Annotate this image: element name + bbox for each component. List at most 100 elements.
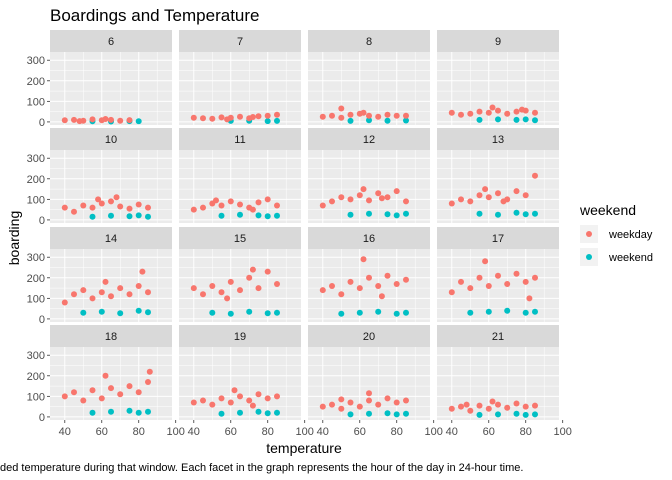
data-point-weekend xyxy=(513,209,520,216)
data-point-weekday xyxy=(384,111,391,118)
data-point-weekend xyxy=(495,116,501,123)
facet-plot-area xyxy=(308,249,430,322)
y-tick-label: 300 xyxy=(27,252,45,264)
facet-plot-area xyxy=(437,150,559,223)
data-point-weekday xyxy=(209,401,216,408)
data-point-weekday xyxy=(246,397,253,404)
x-tick-label: 60 xyxy=(354,426,366,438)
data-point-weekend xyxy=(495,411,501,418)
y-tick-label: 0 xyxy=(39,314,45,326)
data-point-weekday xyxy=(218,202,225,209)
data-point-weekend xyxy=(274,117,280,124)
data-point-weekend xyxy=(264,213,271,220)
facet-label: 9 xyxy=(495,36,501,48)
data-point-weekday xyxy=(264,196,271,203)
data-point-weekday xyxy=(448,405,455,412)
data-point-weekday xyxy=(513,188,520,195)
data-point-weekend xyxy=(255,212,262,219)
data-point-weekday xyxy=(384,395,391,402)
facet-label: 14 xyxy=(105,233,117,245)
data-point-weekday xyxy=(458,111,464,118)
facet-label: 12 xyxy=(363,134,375,146)
facet-plot-area xyxy=(179,52,301,125)
data-point-weekday xyxy=(255,285,262,292)
facet-panel-21: 21 xyxy=(437,325,564,420)
data-point-weekday xyxy=(403,397,409,404)
data-point-weekday xyxy=(117,391,124,398)
data-point-weekend xyxy=(522,309,529,316)
data-point-weekend xyxy=(366,210,372,217)
y-tick-label: 100 xyxy=(27,194,45,206)
data-point-weekday xyxy=(356,285,363,292)
data-point-weekday xyxy=(458,403,464,410)
data-point-weekday xyxy=(76,118,83,125)
data-point-weekday xyxy=(356,192,363,199)
data-point-weekday xyxy=(356,403,363,410)
data-point-weekday xyxy=(190,114,197,121)
data-point-weekday xyxy=(237,287,243,294)
data-point-weekend xyxy=(264,118,271,125)
data-point-weekend xyxy=(495,211,501,218)
data-point-weekday xyxy=(61,299,68,306)
facet-panel-14: 14 xyxy=(50,227,177,322)
data-point-weekend xyxy=(476,210,483,217)
data-point-weekday xyxy=(190,399,197,406)
data-point-weekday xyxy=(255,199,262,206)
data-point-weekday xyxy=(200,115,206,122)
data-point-weekday xyxy=(319,113,326,120)
data-point-weekday xyxy=(384,194,391,201)
facet-plot-area xyxy=(50,150,172,223)
y-tick-label: 0 xyxy=(39,412,45,424)
data-point-weekend xyxy=(237,409,243,416)
facet-strip xyxy=(437,227,559,249)
data-point-weekday xyxy=(495,272,501,279)
facet-strip xyxy=(50,325,172,347)
data-point-weekend xyxy=(403,309,409,316)
data-point-weekday xyxy=(378,293,385,300)
data-point-weekend xyxy=(522,211,529,218)
data-point-weekend xyxy=(532,308,538,315)
data-point-weekend xyxy=(384,117,391,124)
data-point-weekday xyxy=(190,285,197,292)
facet-panel-15: 15 xyxy=(179,227,306,322)
data-point-weekday xyxy=(89,116,96,123)
data-point-weekday xyxy=(393,188,400,195)
facet-plot-area xyxy=(50,347,172,420)
facet-label: 17 xyxy=(492,233,504,245)
data-point-weekend xyxy=(274,409,280,416)
x-tick-label: 40 xyxy=(317,426,329,438)
data-point-weekend xyxy=(218,212,225,219)
data-point-weekend xyxy=(135,212,142,219)
data-point-weekday xyxy=(135,283,142,289)
data-point-weekday xyxy=(347,196,354,203)
facet-panel-8: 8 xyxy=(308,30,435,125)
facet-strip xyxy=(437,30,559,52)
data-point-weekday xyxy=(319,287,326,294)
facet-strip xyxy=(308,227,430,249)
facet-strip xyxy=(50,227,172,249)
data-point-weekday xyxy=(476,274,483,281)
facet-strip xyxy=(308,325,430,347)
data-point-weekend xyxy=(522,411,529,418)
x-tick-label: 100 xyxy=(425,426,443,438)
data-point-weekday xyxy=(393,399,400,406)
x-tick-label: 40 xyxy=(446,426,458,438)
data-point-weekend xyxy=(246,308,253,315)
data-point-weekday xyxy=(200,204,206,211)
y-tick-label: 100 xyxy=(27,96,45,108)
data-point-weekend xyxy=(89,213,96,220)
data-point-weekday xyxy=(489,398,496,405)
facet-plot-area xyxy=(437,52,559,125)
data-point-weekend xyxy=(532,117,538,124)
data-point-weekday xyxy=(249,402,256,409)
data-point-weekday xyxy=(522,278,529,285)
facet-panel-20: 20 xyxy=(308,325,435,420)
x-tick-label: 80 xyxy=(520,426,532,438)
data-point-weekday xyxy=(448,109,455,116)
data-point-weekday xyxy=(519,106,525,113)
facet-label: 20 xyxy=(363,331,375,343)
y-tick-label: 100 xyxy=(27,293,45,305)
facet-panel-18: 18 xyxy=(50,325,177,420)
data-point-weekday xyxy=(108,293,114,300)
data-point-weekday xyxy=(329,283,335,289)
